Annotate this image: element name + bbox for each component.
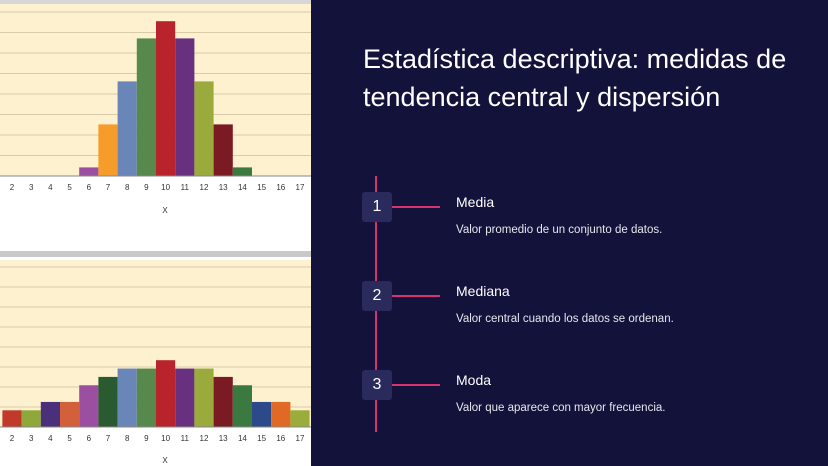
x-tick-label: 16: [276, 183, 285, 192]
step-title: Media: [456, 194, 495, 210]
x-tick-label: 11: [181, 183, 190, 192]
x-tick-label: 17: [296, 434, 305, 443]
x-tick-label: 5: [67, 183, 72, 192]
histogram-bar-4: [40, 401, 60, 427]
histogram-bar-12: [194, 368, 214, 427]
x-tick-label: 2: [10, 183, 15, 192]
histogram-bar-8: [117, 81, 137, 176]
step-connector: [392, 384, 440, 386]
histogram-bar-6: [79, 385, 99, 427]
step-number-badge: 2: [362, 281, 392, 311]
step-title: Moda: [456, 372, 492, 388]
histogram-bar-14: [232, 167, 252, 176]
x-tick-label: 7: [106, 434, 111, 443]
step-connector: [392, 206, 440, 208]
x-tick-label: 6: [87, 183, 92, 192]
step-description: Valor central cuando los datos se ordena…: [456, 313, 674, 325]
histogram-bar-5: [60, 401, 80, 427]
x-tick-label: 15: [257, 183, 266, 192]
histogram-chart-top: 2 3 4 5 6 7 8 9 10 11 12 13 14 15 16 17 X: [0, 4, 311, 215]
histogram-bar-10: [156, 21, 176, 177]
x-tick-label: 7: [106, 183, 111, 192]
histogram-bar-11: [175, 368, 195, 427]
histogram-bar-9: [136, 38, 156, 177]
timeline-step-mediana: 2 Mediana Valor central cuando los datos…: [362, 281, 802, 341]
histogram-bar-11: [175, 38, 195, 177]
x-tick-label: 12: [200, 183, 209, 192]
step-number-badge: 3: [362, 370, 392, 400]
x-tick-label: 10: [161, 434, 170, 443]
histogram-bar-10: [156, 360, 176, 427]
histogram-bar-16: [271, 401, 291, 427]
x-tick-label: 13: [219, 434, 228, 443]
timeline-step-moda: 3 Moda Valor que aparece con mayor frecu…: [362, 370, 802, 430]
x-tick-label: 9: [144, 183, 149, 192]
x-tick-label: 13: [219, 183, 228, 192]
histogram-bar-3: [21, 410, 41, 427]
chart-divider: [0, 251, 311, 257]
histogram-bar-15: [252, 401, 272, 427]
step-description: Valor que aparece con mayor frecuencia.: [456, 402, 666, 414]
x-tick-label: 10: [161, 183, 170, 192]
x-axis-label: X: [162, 456, 168, 465]
histogram-bar-7: [98, 376, 118, 427]
histogram-bar-13: [213, 376, 233, 427]
x-tick-label: 16: [276, 434, 285, 443]
slide-title: Estadística descriptiva: medidas de tend…: [363, 44, 787, 112]
x-tick-label: 9: [144, 434, 149, 443]
x-tick-label: 14: [238, 434, 247, 443]
histogram-bar-8: [117, 368, 137, 427]
step-description: Valor promedio de un conjunto de datos.: [456, 224, 663, 236]
step-connector: [392, 295, 440, 297]
histogram-bar-13: [213, 124, 233, 176]
timeline-step-media: 1 Media Valor promedio de un conjunto de…: [362, 192, 802, 252]
histogram-bar-9: [136, 368, 156, 427]
content-panel: Estadística descriptiva: medidas de tend…: [311, 0, 828, 466]
x-tick-label: 2: [10, 434, 15, 443]
x-tick-label: 6: [87, 434, 92, 443]
x-tick-label: 14: [238, 183, 247, 192]
x-tick-label: 4: [48, 183, 53, 192]
x-tick-label: 8: [125, 183, 130, 192]
step-title: Mediana: [456, 283, 510, 299]
x-tick-label: 12: [200, 434, 209, 443]
x-tick-label: 4: [48, 434, 53, 443]
histogram-bar-6: [79, 167, 99, 176]
histogram-bar-12: [194, 81, 214, 176]
x-tick-label: 8: [125, 434, 130, 443]
x-axis-label: X: [162, 206, 168, 215]
histogram-bar-2: [2, 410, 22, 427]
x-tick-label: 3: [29, 434, 34, 443]
histogram-bar-7: [98, 124, 118, 176]
x-tick-label: 15: [257, 434, 266, 443]
step-number-badge: 1: [362, 192, 392, 222]
x-tick-label: 17: [296, 183, 305, 192]
x-tick-label: 11: [181, 434, 190, 443]
histogram-chart-bottom: 2 3 4 5 6 7 8 9 10 11 12 13 14 15 16 17 X: [0, 260, 311, 465]
histogram-bar-14: [232, 385, 252, 427]
x-tick-label: 5: [67, 434, 72, 443]
histogram-panel: 2 3 4 5 6 7 8 9 10 11 12 13 14 15 16 17 X 2 3 4 5 6 7 8 9 10 11 12…: [0, 0, 311, 466]
x-tick-label: 3: [29, 183, 34, 192]
histogram-bar-17: [290, 410, 310, 427]
panel-top-edge: [0, 0, 311, 4]
